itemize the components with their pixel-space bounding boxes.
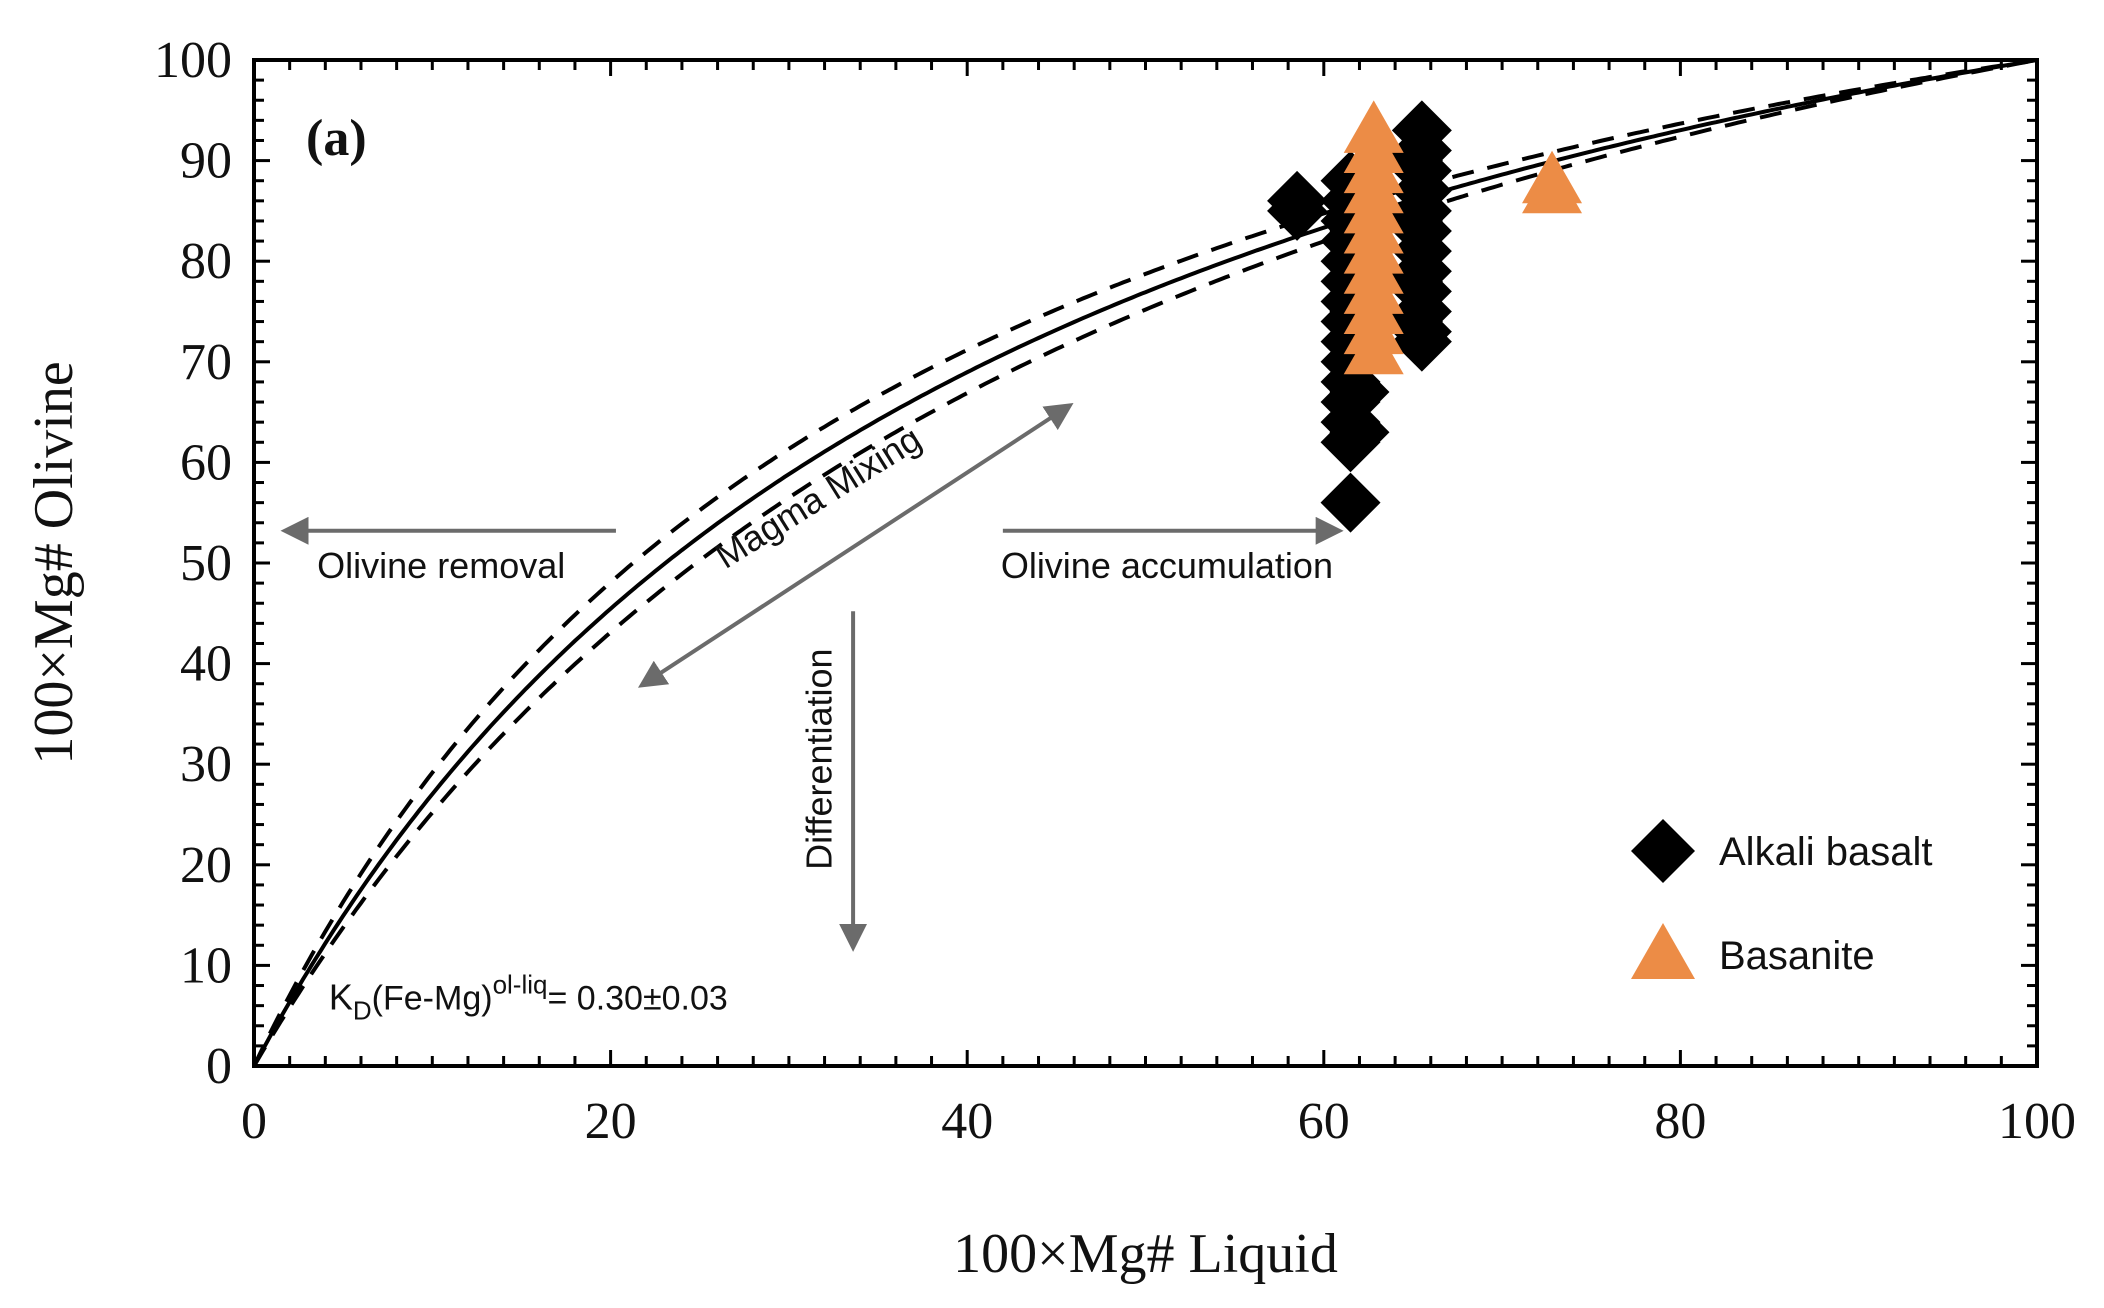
kd-symbol: K: [329, 977, 353, 1018]
alkali-basalt-point: [1267, 180, 1328, 241]
x-tick-label: 40: [941, 1093, 993, 1150]
magma-mixing-label: Magma Mixing: [708, 418, 928, 577]
x-axis-title: 100×Mg# Liquid: [953, 1223, 1338, 1285]
panel-label: (a): [306, 110, 367, 167]
y-tick-label: 30: [180, 736, 232, 793]
y-tick-label: 90: [180, 133, 232, 190]
kd-curve-lower-bound: [252, 58, 2038, 1067]
legend-alkali-basalt-label: Alkali basalt: [1719, 830, 1932, 874]
plot-frame: [252, 58, 2039, 1068]
x-tick-label: 0: [241, 1093, 267, 1150]
legend-basanite-label: Basanite: [1719, 934, 1875, 978]
olivine-accumulation-label: Olivine accumulation: [1001, 545, 1333, 586]
process-arrows: [280, 402, 1344, 952]
x-tick-label: 20: [585, 1093, 637, 1150]
y-tick-label: 80: [180, 233, 232, 290]
alkali-basalt-point: [1320, 472, 1381, 533]
y-tick-label: 0: [206, 1038, 232, 1095]
kd-subscript: D: [353, 996, 372, 1026]
differentiation-label: Differentiation: [799, 648, 840, 869]
basanite-point: [1343, 321, 1404, 375]
data-points: [1267, 100, 1583, 533]
kd-curves: [252, 58, 2038, 1068]
y-tick-label: 20: [180, 837, 232, 894]
alkali-basalt-point: [1329, 402, 1390, 463]
x-tick-label: 100: [1998, 1093, 2076, 1150]
legend-alkali-basalt-marker: [1631, 819, 1695, 883]
alkali-basalt-point: [1329, 361, 1390, 422]
kd-superscript: ol-liq: [493, 970, 548, 1000]
olivine-removal-label: Olivine removal: [317, 545, 565, 586]
basanite-point: [1522, 160, 1583, 214]
legend-basanite-marker: [1631, 923, 1695, 979]
kd-value: = 0.30±0.03: [547, 980, 727, 1018]
y-axis-title: 100×Mg# Olivine: [23, 361, 85, 764]
magma-mixing-arrow: [638, 402, 1074, 688]
kd-exchange: (Fe-Mg): [372, 980, 493, 1018]
y-tick-label: 60: [180, 434, 232, 491]
x-tick-label: 60: [1298, 1093, 1350, 1150]
kd-curve-center: [252, 58, 2038, 1067]
y-tick-label: 70: [180, 334, 232, 391]
kd-equation-label: KD(Fe-Mg)ol-liq= 0.30±0.03: [329, 970, 728, 1026]
y-tick-label: 50: [180, 535, 232, 592]
y-tick-label: 100: [154, 32, 232, 89]
x-tick-label: 80: [1654, 1093, 1706, 1150]
legend: Alkali basalt Basanite: [1631, 819, 1932, 979]
y-tick-label: 10: [180, 937, 232, 994]
y-tick-label: 40: [180, 636, 232, 693]
kd-curve-upper-bound: [252, 58, 2038, 1068]
